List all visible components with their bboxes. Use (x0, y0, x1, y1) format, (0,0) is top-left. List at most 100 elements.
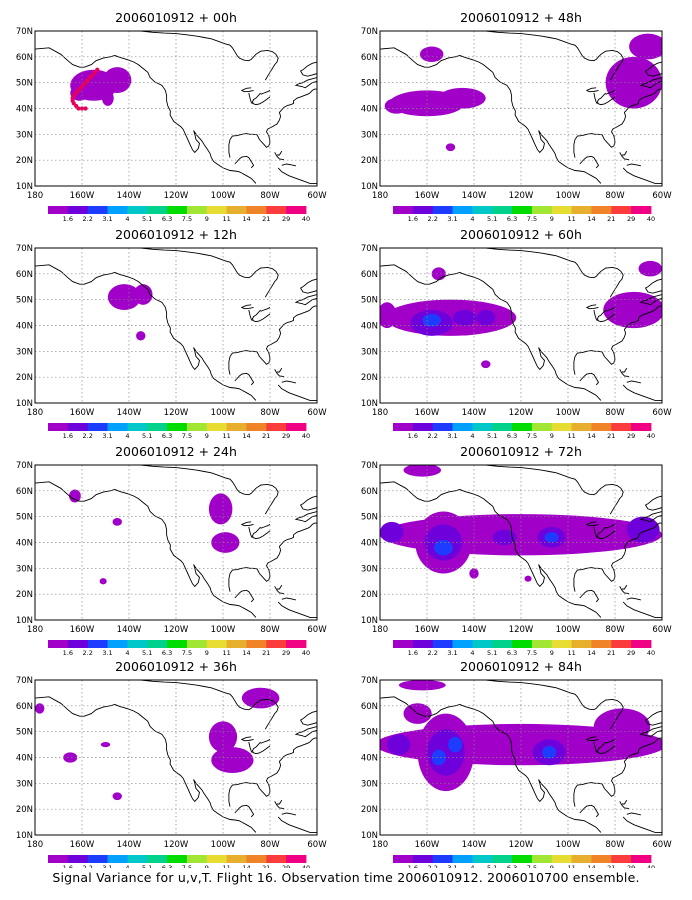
coastline-segment (281, 380, 297, 384)
colorbar-swatch (67, 855, 89, 863)
coastline-segment (622, 384, 662, 401)
colorbar-swatch (512, 423, 533, 431)
colorbar-level-label: 1.6 (408, 432, 418, 440)
colorbar-swatch (412, 855, 434, 863)
lat-tick-label: 10N (16, 399, 33, 409)
coastline-segment (228, 305, 317, 375)
contour-blob (398, 680, 446, 691)
coastline-segment (626, 163, 641, 167)
lat-tick-label: 20N (16, 373, 33, 383)
colorbar-swatch (127, 640, 148, 648)
lat-tick-label: 10N (16, 831, 33, 841)
colorbar-swatch (48, 855, 69, 863)
colorbar-swatch (551, 206, 573, 214)
coastline-segment (622, 167, 662, 184)
colorbar-swatch (551, 855, 573, 863)
gridlines (35, 248, 317, 403)
colorbar-level-label: 5.1 (487, 215, 497, 223)
colorbar-level-label: 5.1 (487, 649, 497, 657)
colorbar-level-label: 29 (282, 649, 290, 657)
colorbar-level-label: 11 (567, 215, 575, 223)
colorbar-level-label: 6.3 (507, 649, 517, 657)
lon-tick-label: 60W (652, 191, 672, 201)
coastline-segment (241, 606, 257, 618)
coastline-segment (281, 163, 296, 167)
lon-tick-label: 180 (372, 408, 388, 418)
colorbar-swatch (393, 640, 414, 648)
colorbar-swatch (286, 423, 307, 431)
lon-tick-label: 180 (27, 840, 43, 850)
colorbar-level-label: 11 (222, 649, 230, 657)
colorbar-level-label: 11 (222, 432, 230, 440)
lon-tick-label: 80W (260, 191, 280, 201)
coastline-segment (299, 495, 317, 511)
lat-tick-label: 70N (361, 676, 378, 686)
contour-blob (387, 734, 411, 755)
colorbar-level-label: 3.1 (447, 215, 457, 223)
contour-blob (380, 521, 404, 543)
lon-tick-label: 140W (117, 191, 142, 201)
colorbar-swatch (147, 640, 168, 648)
colorbar-swatch (48, 423, 69, 431)
flight-track-point (76, 106, 81, 111)
lat-tick-label: 40N (361, 105, 378, 115)
lon-tick-label: 80W (260, 408, 280, 418)
colorbar-swatch (512, 206, 533, 214)
coastline-segment (274, 369, 285, 378)
coastline-segment (277, 601, 317, 618)
lat-tick-label: 40N (361, 754, 378, 764)
coastline-segment (251, 526, 271, 540)
colorbar-swatch (186, 206, 208, 214)
lat-tick-label: 50N (16, 79, 33, 89)
colorbar-level-label: 4 (470, 432, 474, 440)
contour-blob (211, 747, 254, 773)
lat-tick-label: 20N (361, 373, 378, 383)
contour-blob (638, 260, 662, 277)
lat-tick-label: 30N (16, 779, 33, 789)
coastline-segment (248, 741, 253, 754)
coastline-segment (294, 77, 317, 89)
gridlines (35, 680, 317, 835)
map-panel: 2006010912 + 84h 10N 20N 30N 40N 50N 60N 70N 180… (361, 659, 672, 872)
contour-blob (544, 532, 559, 543)
colorbar-level-label: 9 (205, 649, 209, 657)
colorbar-level-label: 6.3 (507, 432, 517, 440)
lat-tick-label: 70N (16, 461, 33, 471)
contour-blob (211, 532, 240, 553)
colorbar-level-label: 40 (302, 649, 310, 657)
colorbar-swatch (531, 423, 553, 431)
colorbar-level-label: 5.1 (487, 432, 497, 440)
colorbar-level-label: 3.1 (102, 215, 112, 223)
lat-tick-label: 50N (361, 79, 378, 89)
colorbar-swatch (87, 423, 108, 431)
coastline-segment (380, 481, 588, 608)
colorbar-swatch (611, 640, 632, 648)
contour-blob (434, 539, 453, 556)
coastline-segment (585, 87, 599, 93)
coastline-segment (240, 87, 254, 93)
coastline-segment (639, 726, 662, 738)
contour-blob (101, 90, 114, 106)
lon-tick-label: 80W (605, 408, 625, 418)
coastline-segment (299, 278, 317, 294)
contour-blob (481, 360, 491, 369)
contour-blob (593, 708, 651, 745)
coastline-segment (644, 495, 662, 511)
lon-tick-label: 140W (117, 840, 142, 850)
colorbar-level-label: 3.1 (447, 649, 457, 657)
lon-tick-label: 100W (211, 408, 236, 418)
coastline-segment (240, 304, 254, 310)
colorbar-swatch (571, 855, 592, 863)
lat-tick-label: 20N (361, 156, 378, 166)
colorbar-swatch (452, 640, 473, 648)
contour-blob (476, 310, 496, 326)
lon-tick-label: 100W (211, 191, 236, 201)
colorbar-level-label: 21 (607, 215, 615, 223)
colorbar-level-label: 3.1 (102, 432, 112, 440)
colorbar-level-label: 7.5 (182, 649, 192, 657)
coastline-segment (605, 90, 616, 95)
colorbar-level-label: 7.5 (527, 432, 537, 440)
lat-tick-label: 60N (361, 53, 378, 63)
colorbar-swatch (286, 855, 307, 863)
lon-tick-label: 160W (70, 408, 95, 418)
